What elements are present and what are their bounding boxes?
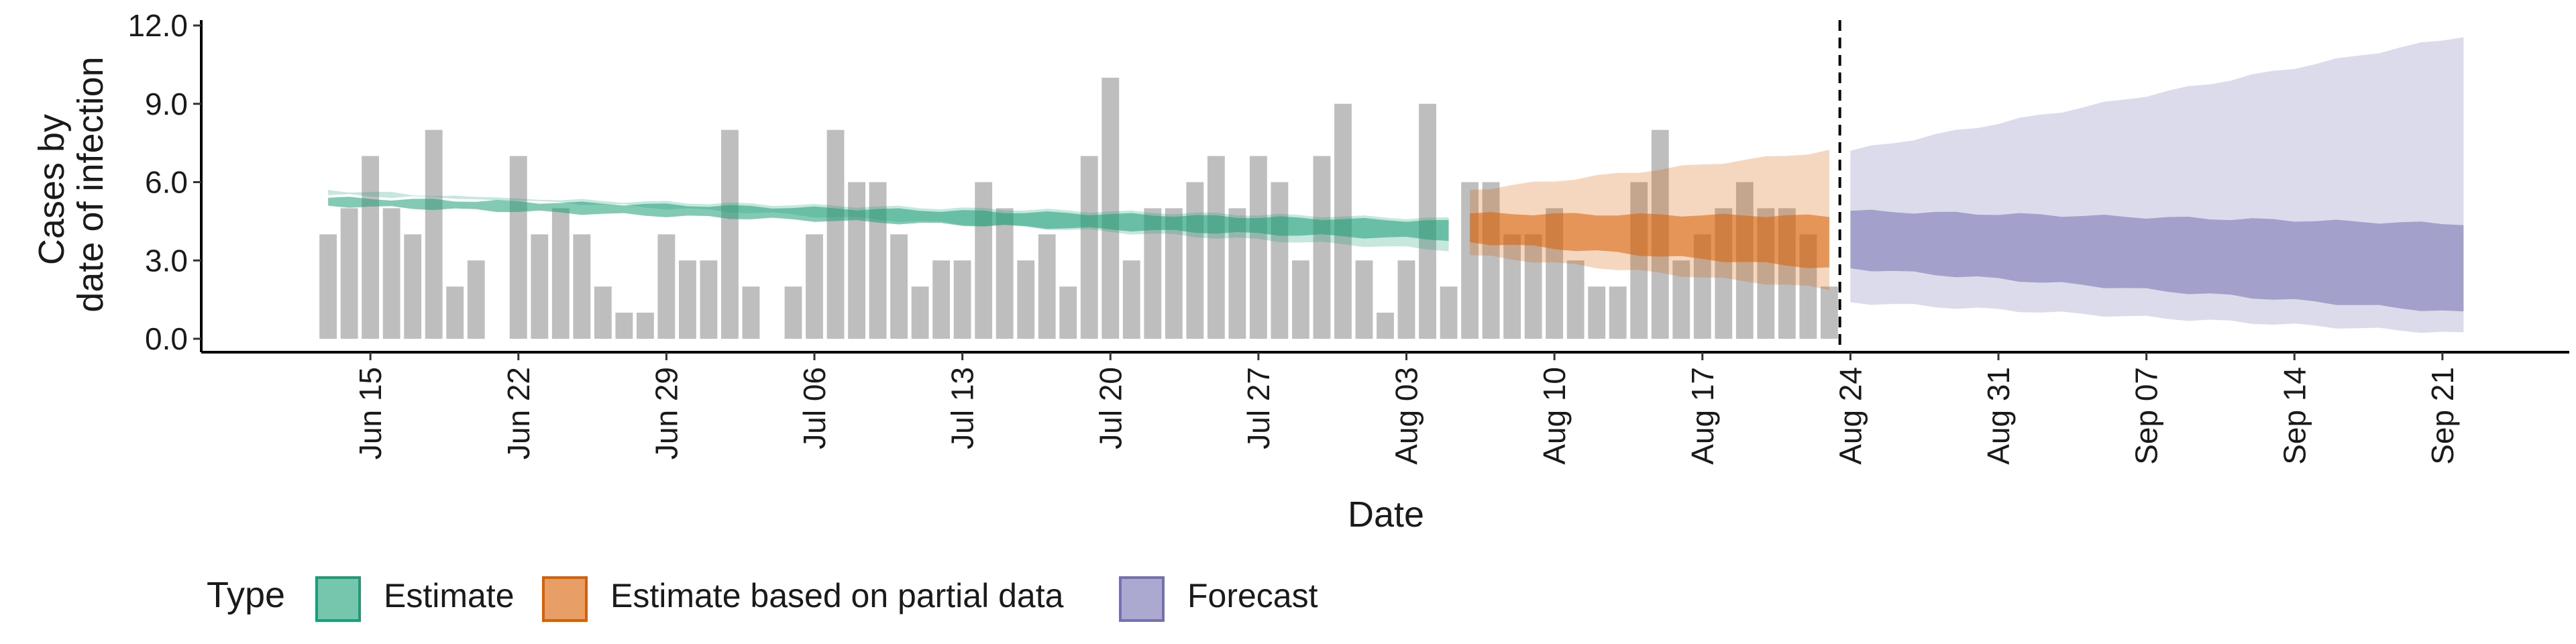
- legend-key: [315, 576, 361, 622]
- bar: [425, 129, 443, 339]
- bar: [1292, 260, 1309, 339]
- x-tick-label: Aug 10: [1537, 367, 1572, 465]
- y-tick-label: 0.0: [145, 321, 188, 356]
- bar: [1524, 234, 1542, 339]
- bar: [869, 182, 887, 339]
- bar: [1271, 182, 1289, 339]
- bar: [1440, 286, 1458, 339]
- x-tick-label: Jun 15: [353, 367, 388, 460]
- bar: [953, 260, 971, 339]
- legend-key: [1119, 576, 1165, 622]
- bar: [848, 182, 865, 339]
- bar: [1588, 286, 1606, 339]
- y-tick-label: 12.0: [127, 8, 188, 43]
- x-tick-label: Jul 13: [945, 367, 980, 449]
- x-tick-label: Aug 24: [1833, 367, 1868, 465]
- bar: [1461, 182, 1479, 339]
- bar: [700, 260, 718, 339]
- legend-item-label: Estimate: [384, 577, 515, 614]
- bar: [1249, 156, 1267, 339]
- bar: [594, 286, 612, 339]
- legend-item-label: Estimate based on partial data: [610, 577, 1064, 614]
- bar: [1503, 234, 1521, 339]
- bar: [551, 208, 570, 339]
- bar: [1017, 260, 1035, 339]
- bar: [446, 286, 464, 339]
- x-tick-label: Aug 03: [1389, 367, 1424, 465]
- bar: [382, 208, 400, 339]
- x-tick-label: Jul 27: [1241, 367, 1276, 449]
- bar: [657, 234, 676, 339]
- bar: [1377, 313, 1394, 339]
- y-tick-label: 9.0: [145, 87, 188, 121]
- y-tick-label: 3.0: [145, 243, 188, 278]
- y-axis-label: Cases by date of infection: [32, 56, 111, 312]
- ribbon-inner: [1470, 212, 1829, 268]
- bar: [1630, 182, 1648, 339]
- bar: [1059, 286, 1077, 339]
- bar: [826, 129, 845, 339]
- bar: [1102, 77, 1120, 339]
- bar: [890, 234, 908, 339]
- ribbon-inner: [1850, 209, 2464, 312]
- bar: [1566, 260, 1585, 339]
- bar: [784, 286, 802, 339]
- x-tick-label: Jun 22: [501, 367, 536, 460]
- bar: [1207, 156, 1225, 339]
- legend-title: Type: [207, 575, 285, 615]
- x-tick-label: Aug 17: [1685, 367, 1720, 465]
- bar: [615, 313, 633, 339]
- x-tick-label: Jul 06: [797, 367, 832, 449]
- x-axis-label: Date: [1348, 494, 1424, 535]
- ribbons-layer: [328, 37, 2464, 333]
- bar: [1186, 182, 1204, 339]
- x-tick-label: Sep 14: [2277, 367, 2312, 465]
- legend: Type Estimate Estimate based on partial da…: [207, 575, 1318, 622]
- bar: [531, 234, 549, 339]
- bar: [678, 260, 696, 339]
- x-tick-label: Jul 20: [1093, 367, 1128, 449]
- bar: [1482, 182, 1500, 339]
- bar: [340, 208, 358, 339]
- bar: [806, 234, 823, 339]
- bar: [1355, 260, 1373, 339]
- axes-layer: 0.0 3.0 6.0 9.0 12.0 Jun 15 Jun 22 Jun 29 Jul 06…: [127, 8, 2569, 465]
- bar: [1122, 260, 1140, 339]
- y-tick-label: 6.0: [145, 165, 188, 200]
- bar: [362, 156, 380, 339]
- bar: [1313, 156, 1331, 339]
- bar: [573, 234, 591, 339]
- bar: [509, 156, 527, 339]
- bar: [742, 286, 760, 339]
- x-tick-label: Aug 31: [1981, 367, 2016, 465]
- bar: [1820, 286, 1838, 339]
- bar: [721, 129, 739, 339]
- x-tick-label: Sep 07: [2129, 367, 2164, 465]
- legend-key: [542, 576, 588, 622]
- bar: [319, 234, 337, 339]
- bar: [1672, 260, 1690, 339]
- x-tick-label: Jun 29: [649, 367, 684, 460]
- bar: [404, 234, 422, 339]
- bar: [975, 182, 993, 339]
- bar: [996, 208, 1014, 339]
- bar: [932, 260, 951, 339]
- ribbon-inner: [328, 197, 1449, 241]
- y-axis-label-line-1: Cases by: [32, 114, 72, 265]
- bar: [636, 313, 654, 339]
- bar: [1080, 156, 1098, 339]
- bar: [911, 286, 929, 339]
- y-axis-label-line-2: date of infection: [70, 56, 111, 312]
- bar: [467, 260, 485, 339]
- bar: [1609, 286, 1627, 339]
- x-tick-label: Sep 21: [2425, 367, 2460, 465]
- legend-item-label: Forecast: [1187, 577, 1318, 614]
- bar: [1397, 260, 1415, 339]
- bar: [1038, 234, 1056, 339]
